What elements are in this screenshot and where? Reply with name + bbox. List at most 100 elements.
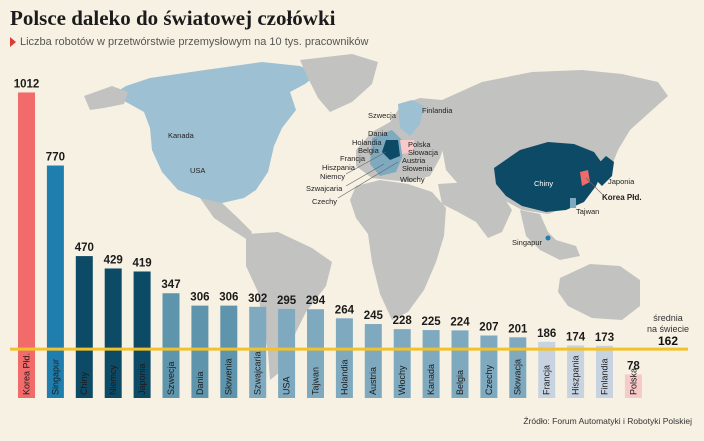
- map-label-japonia: Japonia: [608, 177, 635, 186]
- bar-category-label: Słowacja: [513, 359, 523, 395]
- map-leader-niemcy: [345, 151, 387, 175]
- map-label-finlandia: Finlandia: [422, 106, 453, 115]
- bar-value-label: 264: [335, 304, 355, 316]
- bar-category-label: Austria: [368, 367, 378, 395]
- map-label-francja: Francja: [340, 154, 366, 163]
- bar: [278, 308, 296, 398]
- page-title: Polsce daleko do światowej czołówki: [10, 6, 336, 30]
- bar: [46, 165, 64, 398]
- bar: [509, 337, 527, 398]
- map-label-belgia: Belgia: [358, 146, 380, 155]
- map-southeast-asia: [520, 210, 580, 260]
- bar-value-label: 78: [627, 360, 640, 372]
- bar-category-label: Holandia: [339, 359, 349, 395]
- map-label-korea: Korea Płd.: [602, 193, 642, 202]
- bar-value-label: 302: [248, 293, 267, 305]
- bar-value-label: 294: [306, 295, 326, 307]
- bar-value-label: 306: [190, 292, 209, 304]
- bar: [335, 318, 353, 398]
- map-label-usa: USA: [190, 166, 205, 175]
- bar-value-label: 770: [46, 152, 65, 164]
- map-poland: [400, 140, 414, 154]
- world-average-value: 162: [658, 334, 678, 348]
- map-label-singapur: Singapur: [512, 238, 543, 247]
- map-australia: [558, 264, 640, 320]
- bar: [364, 324, 382, 398]
- bar: [75, 256, 93, 398]
- map-south-america: [246, 232, 332, 380]
- bar-category-label: Finlandia: [599, 358, 609, 395]
- bar: [249, 306, 267, 398]
- map-north-america: [110, 62, 318, 208]
- map-label-hiszpania: Hiszpania: [322, 163, 356, 172]
- map-label-wlochy: Włochy: [400, 175, 425, 184]
- bar: [162, 293, 180, 398]
- map-label-austria: Austria: [402, 156, 426, 165]
- subtitle-row: Liczba robotów w przetwórstwie przemysło…: [10, 36, 368, 48]
- bar: [220, 305, 238, 398]
- bar-category-label: Francja: [542, 365, 552, 395]
- bar-value-label: 174: [566, 331, 586, 343]
- bar: [18, 92, 35, 398]
- map-china: [494, 142, 604, 212]
- bar-value-label: 186: [537, 328, 556, 340]
- bar: [307, 309, 324, 398]
- map-label-szwecja: Szwecja: [368, 111, 397, 120]
- map-label-slowenia: Słowenia: [402, 164, 433, 173]
- bar-value-label: 173: [595, 332, 614, 344]
- map-scandinavia: [398, 100, 424, 136]
- map-label-chiny: Chiny: [534, 179, 553, 188]
- bar-value-label: 1012: [14, 78, 40, 90]
- map-singapore-dot: [545, 235, 551, 241]
- map-label-niemcy: Niemcy: [320, 172, 345, 181]
- bar-category-label: Dania: [195, 371, 205, 395]
- bar-value-label: 245: [364, 310, 384, 322]
- bar-category-label: Hiszpania: [571, 355, 581, 395]
- bar-value-label: 225: [422, 316, 442, 328]
- source-note: Źródło: Forum Automatyki i Robotyki Pols…: [523, 416, 692, 426]
- bar: [133, 271, 151, 398]
- bar: [393, 329, 411, 398]
- bar: [422, 330, 440, 398]
- bar-category-label: Belgia: [455, 370, 465, 395]
- bar-category-label: USA: [282, 376, 292, 395]
- bar: [480, 335, 498, 398]
- map-taiwan: [570, 198, 576, 208]
- bar-category-label: Polska: [628, 368, 638, 395]
- map-japan: [596, 156, 614, 186]
- map-south-asia: [438, 182, 512, 238]
- map-label-slowacja: Słowacja: [408, 148, 439, 157]
- bar: [596, 345, 613, 398]
- map-label-tajwan: Tajwan: [576, 207, 599, 216]
- world-average-label-line1: średnia: [653, 313, 683, 323]
- bar-category-label: Kanada: [426, 364, 436, 395]
- bar-category-label: Niemcy: [108, 364, 118, 395]
- bar-value-label: 224: [450, 316, 470, 328]
- map-alaska: [84, 86, 128, 110]
- map-central-america: [200, 198, 252, 240]
- bar-category-label: Tajwan: [310, 367, 320, 395]
- bar-category-label: Słowenia: [224, 358, 234, 395]
- bar-value-label: 306: [219, 292, 238, 304]
- subtitle: Liczba robotów w przetwórstwie przemysło…: [20, 36, 369, 48]
- bar-category-label: Korea Płd.: [21, 353, 31, 395]
- category-labels-group: Korea Płd. Singapur Chiny Niemcy Japonia Szwe…: [21, 351, 638, 395]
- bar: [567, 345, 585, 398]
- map-label-dania: Dania: [368, 129, 388, 138]
- map-germany: [382, 140, 400, 160]
- bar-category-label: Szwajcaria: [253, 351, 263, 395]
- bars-group: [18, 92, 642, 398]
- bar: [451, 330, 469, 398]
- world-average-label-line2: na świecie: [647, 324, 689, 334]
- bar-category-label: Japonia: [137, 363, 147, 395]
- map-label-szwajcaria: Szwajcaria: [306, 184, 343, 193]
- bar-category-label: Włochy: [397, 365, 407, 395]
- bar-category-label: Chiny: [79, 371, 89, 395]
- bar-value-label: 470: [75, 242, 94, 254]
- bar-value-label: 295: [277, 295, 297, 307]
- bar-value-label: 201: [508, 323, 528, 335]
- bar-category-label: Singapur: [50, 359, 60, 395]
- map-korea: [580, 170, 590, 186]
- bar-value-label: 207: [479, 322, 498, 334]
